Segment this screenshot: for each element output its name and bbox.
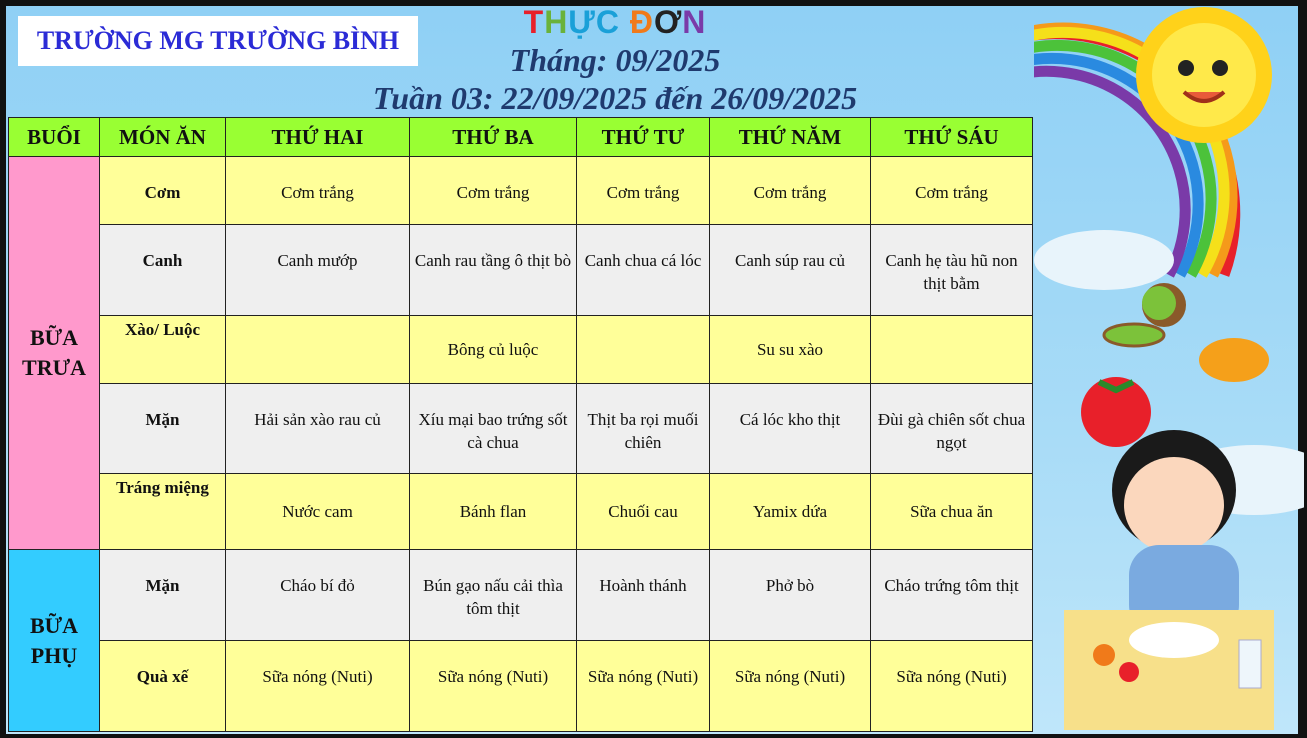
table-row: Xào/ Luộc Bông củ luộc Su su xào: [9, 315, 1033, 384]
menu-cell: Canh mướp: [225, 224, 410, 316]
menu-cell: Nước cam: [225, 473, 410, 550]
tomato-icon: [1081, 377, 1151, 447]
school-name: TRƯỜNG MG TRƯỜNG BÌNH: [18, 16, 418, 66]
column-header: THỨ BA: [409, 117, 577, 157]
menu-cell: Sữa nóng (Nuti): [870, 640, 1033, 732]
table-row: Tráng miệng Nước cam Bánh flan Chuối cau Yam…: [9, 473, 1033, 550]
dish-type: Tráng miệng: [99, 473, 226, 550]
menu-cell: Cơm trắng: [709, 156, 871, 225]
cloud-icon: [1034, 230, 1174, 290]
menu-cell: Sữa nóng (Nuti): [576, 640, 710, 732]
title-letter: H: [544, 4, 569, 40]
menu-cell: Yamix dứa: [709, 473, 871, 550]
menu-cell: Sữa nóng (Nuti): [409, 640, 577, 732]
dish-type: Mặn: [99, 383, 226, 474]
menu-cell: [225, 315, 410, 384]
column-header: THỨ TƯ: [576, 117, 710, 157]
menu-cell: Hoành thánh: [576, 549, 710, 641]
girl-illustration: [1064, 430, 1274, 730]
menu-cell: Sữa nóng (Nuti): [225, 640, 410, 732]
table-row: Canh Canh mướp Canh rau tầng ô thịt bò Canh…: [9, 224, 1033, 316]
table-row: BỮA PHỤ Mặn Cháo bí đỏ Bún gạo nấu cải thìa…: [8, 549, 1033, 732]
session-cell: BỮA TRƯA: [8, 156, 100, 550]
menu-cell: Su su xào: [709, 315, 871, 384]
menu-cell: Cháo bí đỏ: [225, 549, 410, 641]
table-row: Mặn Hải sản xào rau củ Xíu mại bao trứng s…: [9, 383, 1033, 474]
menu-cell: Thịt ba rọi muối chiên: [576, 383, 710, 474]
week-label: Tuần 03: 22/09/2025 đến 26/09/2025: [372, 80, 858, 116]
menu-cell: Cơm trắng: [576, 156, 710, 225]
menu-cell: Canh hẹ tàu hũ non thịt bằm: [870, 224, 1033, 316]
menu-cell: Canh rau tầng ô thịt bò: [409, 224, 577, 316]
dish-type: Canh: [99, 224, 226, 316]
menu-cell: Sữa nóng (Nuti): [709, 640, 871, 732]
menu-cell: Cơm trắng: [409, 156, 577, 225]
title-letter: [620, 4, 630, 40]
menu-cell: Canh chua cá lóc: [576, 224, 710, 316]
dish-type: Mặn: [99, 549, 226, 641]
title-letter: N: [682, 4, 707, 40]
dish-type: Quà xế: [99, 640, 226, 732]
sun-illustration: [1136, 7, 1272, 143]
column-header: MÓN ĂN: [99, 117, 226, 157]
menu-cell: Sữa chua ăn: [870, 473, 1033, 550]
menu-cell: Chuối cau: [576, 473, 710, 550]
dish-type: Xào/ Luộc: [99, 315, 226, 384]
column-header: THỨ SÁU: [870, 117, 1033, 157]
menu-cell: Bánh flan: [409, 473, 577, 550]
title-letter: Đ: [629, 4, 654, 40]
menu-cell: [576, 315, 710, 384]
menu-table: BUỔI MÓN ĂN THỨ HAI THỨ BA THỨ TƯ THỨ NĂM THỨ …: [8, 117, 1033, 732]
menu-cell: Hải sản xào rau củ: [225, 383, 410, 474]
column-header: BUỔI: [8, 117, 100, 157]
title-letter: C: [595, 4, 620, 40]
dish-type: Cơm: [99, 156, 226, 225]
menu-cell: Cháo trứng tôm thịt: [870, 549, 1033, 641]
column-header: THỨ HAI: [225, 117, 410, 157]
menu-cell: Cơm trắng: [870, 156, 1033, 225]
month-label: Tháng: 09/2025: [509, 42, 721, 78]
table-row: Quà xế Sữa nóng (Nuti) Sữa nóng (Nuti) Sữa …: [9, 640, 1033, 732]
menu-cell: Đùi gà chiên sốt chua ngọt: [870, 383, 1033, 474]
menu-cell: Cơm trắng: [225, 156, 410, 225]
column-header: THỨ NĂM: [709, 117, 871, 157]
menu-cell: Bún gạo nấu cải thìa tôm thịt: [409, 549, 577, 641]
menu-cell: Canh súp rau củ: [709, 224, 871, 316]
menu-cell: Phở bò: [709, 549, 871, 641]
table-row: BỮA TRƯA Cơm Cơm trắng Cơm trắng Cơm trắng Cơ…: [8, 156, 1033, 550]
menu-cell: Bông củ luộc: [409, 315, 577, 384]
decorations: [1034, 7, 1304, 730]
kiwi-icon: [1102, 283, 1186, 348]
title-letter: T: [523, 4, 545, 40]
menu-cell: Xíu mại bao trứng sốt cà chua: [409, 383, 577, 474]
menu-cell: Cá lóc kho thịt: [709, 383, 871, 474]
title-letter: Ự: [568, 4, 596, 40]
session-cell: BỮA PHỤ: [8, 549, 100, 732]
menu-cell: [870, 315, 1033, 384]
title-letter: Ơ: [653, 4, 683, 40]
menu-title: THỰC ĐƠN: [420, 4, 810, 41]
mango-icon: [1199, 338, 1269, 382]
